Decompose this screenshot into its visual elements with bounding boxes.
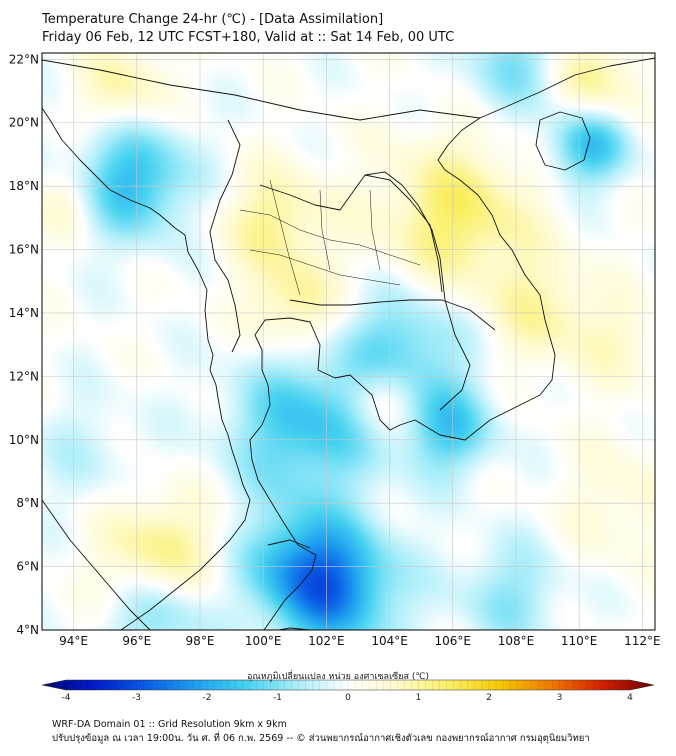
lat-lon-gridlines xyxy=(42,53,655,630)
coastline-gulf-of-thailand xyxy=(249,57,655,630)
lat-tick-label: 20°N xyxy=(9,116,39,130)
colorbar-tick-label: 2 xyxy=(486,693,492,703)
lon-tick-label: 110°E xyxy=(561,634,598,648)
lon-tick-label: 108°E xyxy=(498,634,535,648)
lon-tick-label: 100°E xyxy=(245,634,282,648)
border-thailand-laos xyxy=(259,174,443,293)
lat-tick-label: 14°N xyxy=(9,306,39,320)
lat-tick-label: 22°N xyxy=(9,52,39,66)
coastline-and-borders xyxy=(42,57,655,630)
lon-tick-label: 94°E xyxy=(59,634,88,648)
colorbar-tick-label: -1 xyxy=(273,693,282,703)
sumatra-coast xyxy=(42,499,151,630)
colorbar-tick-label: 4 xyxy=(627,693,633,703)
footer-model-info: WRF-DA Domain 01 :: Grid Resolution 9km … xyxy=(52,719,287,730)
map-title: Temperature Change 24-hr (℃) - [Data Ass… xyxy=(42,12,384,27)
border-malaysia-thailand xyxy=(267,539,311,549)
footer-credits: ปรับปรุงข้อมูล ณ เวลา 19:00น. วัน ศ. ที่… xyxy=(52,733,590,744)
map-subtitle: Friday 06 Feb, 12 UTC FCST+180, Valid at… xyxy=(42,30,455,45)
map-frame xyxy=(41,52,656,631)
colorbar-bar xyxy=(41,679,655,691)
border-myanmar-thailand xyxy=(209,119,241,353)
temperature-field-raster xyxy=(42,53,655,630)
hainan-island xyxy=(535,111,591,171)
lon-tick-label: 106°E xyxy=(435,634,472,648)
lon-tick-label: 112°E xyxy=(624,634,661,648)
colorbar-tick-label: -4 xyxy=(62,693,71,703)
border-china xyxy=(42,59,481,121)
lon-tick-label: 104°E xyxy=(371,634,408,648)
lat-tick-label: 10°N xyxy=(9,433,39,447)
colorbar-tick-label: 0 xyxy=(345,693,351,703)
lat-tick-label: 6°N xyxy=(16,560,39,574)
longitude-labels: 94°E 96°E 98°E 100°E 102°E 104°E 106°E 108°E 110… xyxy=(59,634,660,648)
lon-tick-label: 96°E xyxy=(122,634,151,648)
province-lines-1 xyxy=(239,209,421,266)
lon-tick-label: 98°E xyxy=(186,634,215,648)
province-lines-2 xyxy=(249,249,401,286)
lat-tick-label: 18°N xyxy=(9,179,39,193)
border-cambodia-vietnam xyxy=(439,299,471,411)
border-laos-vietnam xyxy=(364,171,446,301)
coastline-mainland xyxy=(42,107,251,630)
colorbar-tick-label: -2 xyxy=(203,693,212,703)
latitude-labels: 22°N 20°N 18°N 16°N 14°N 12°N 10°N 8°N 6°N 4°N xyxy=(9,52,39,637)
colorbar-tick-label: -3 xyxy=(132,693,141,703)
colorbar: -4 -3 -2 -1 0 1 2 3 4 xyxy=(41,679,655,703)
lat-tick-label: 16°N xyxy=(9,243,39,257)
lat-tick-label: 12°N xyxy=(9,369,39,383)
colorbar-tick-label: 1 xyxy=(416,693,422,703)
colorbar-ticks: -4 -3 -2 -1 0 1 2 3 4 xyxy=(62,680,633,703)
lat-tick-label: 4°N xyxy=(16,623,39,637)
lat-tick-label: 8°N xyxy=(16,496,39,510)
colorbar-title: อุณหภูมิเปลี่ยนแปลง หน่วย องศาเซลเซียส (… xyxy=(246,672,430,682)
border-thailand-cambodia xyxy=(289,299,496,331)
colorbar-tick-label: 3 xyxy=(557,693,563,703)
lon-tick-label: 102°E xyxy=(308,634,345,648)
province-lines-3 xyxy=(269,179,381,296)
